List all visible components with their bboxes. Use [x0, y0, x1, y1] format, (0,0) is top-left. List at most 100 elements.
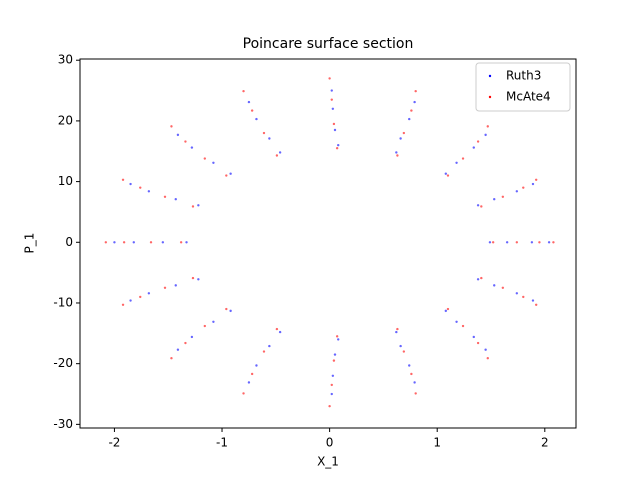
point — [104, 241, 108, 244]
point — [191, 205, 195, 208]
point — [129, 182, 132, 186]
x-axis-label: X_1 — [317, 455, 339, 469]
point — [176, 133, 180, 137]
point — [444, 172, 448, 175]
point — [332, 122, 336, 126]
legend-marker — [488, 74, 492, 78]
point — [538, 241, 541, 244]
y-tick-label: 30 — [58, 53, 73, 67]
x-tick-label: 0 — [326, 436, 334, 450]
point — [395, 330, 398, 334]
point — [472, 146, 475, 149]
point — [225, 174, 228, 177]
point — [414, 392, 417, 395]
point — [531, 182, 535, 186]
point — [333, 353, 337, 356]
x-tick-label: -1 — [216, 436, 228, 450]
point — [149, 241, 153, 244]
point — [486, 357, 489, 360]
point — [501, 286, 505, 290]
plot-frame — [79, 58, 577, 429]
point — [408, 117, 411, 121]
point — [184, 140, 187, 143]
point — [147, 190, 151, 193]
point — [212, 320, 215, 323]
point — [190, 335, 194, 339]
point — [501, 195, 505, 198]
point — [197, 204, 200, 207]
point — [476, 341, 480, 345]
point — [484, 133, 487, 137]
point — [121, 303, 125, 306]
point — [247, 381, 251, 384]
y-tick-label: -20 — [53, 356, 73, 370]
point — [330, 98, 333, 101]
point — [402, 131, 406, 135]
point — [331, 374, 335, 378]
point — [250, 372, 254, 376]
point — [268, 344, 271, 348]
point — [129, 299, 132, 302]
chart-title: Poincare surface section — [243, 36, 414, 52]
point — [170, 125, 173, 128]
point — [255, 117, 258, 121]
point — [121, 178, 125, 181]
point — [275, 154, 279, 157]
x-tick-label: 1 — [433, 436, 441, 450]
point — [179, 241, 183, 244]
point — [185, 241, 188, 244]
point — [278, 330, 282, 334]
point — [414, 89, 417, 93]
point — [332, 359, 336, 362]
point — [480, 205, 483, 208]
point — [476, 140, 480, 143]
point — [161, 241, 165, 244]
point — [242, 392, 245, 395]
point — [328, 404, 331, 408]
point — [247, 100, 251, 104]
point — [515, 190, 519, 193]
point — [522, 295, 525, 299]
point — [534, 303, 538, 306]
point — [331, 107, 335, 110]
y-tick-label: 20 — [58, 113, 73, 127]
point — [410, 109, 413, 112]
point — [484, 348, 487, 351]
point — [408, 364, 411, 367]
point — [505, 241, 509, 244]
point — [197, 278, 200, 281]
point — [333, 128, 337, 132]
point — [515, 241, 519, 244]
point — [455, 320, 458, 323]
point — [190, 146, 194, 149]
point — [275, 327, 279, 331]
point — [163, 195, 167, 198]
point — [184, 341, 187, 345]
y-axis-label: P_1 — [23, 233, 37, 254]
point — [531, 299, 535, 302]
point — [402, 350, 406, 353]
point — [476, 278, 480, 281]
point — [139, 295, 142, 299]
point — [493, 197, 496, 201]
point — [176, 348, 180, 351]
point — [491, 241, 495, 244]
x-tick-label: -2 — [108, 436, 120, 450]
point — [410, 372, 413, 376]
point — [330, 383, 333, 387]
point — [174, 284, 177, 287]
point — [413, 100, 416, 104]
point — [395, 151, 398, 154]
point — [328, 77, 331, 80]
point — [262, 350, 266, 353]
y-tick-label: -30 — [53, 417, 73, 431]
point — [493, 284, 496, 287]
legend-marker — [488, 95, 492, 99]
point — [330, 392, 333, 396]
point — [113, 241, 116, 244]
point — [268, 137, 271, 140]
point — [191, 276, 195, 280]
y-tick-label: -10 — [53, 295, 73, 309]
point — [461, 157, 465, 160]
